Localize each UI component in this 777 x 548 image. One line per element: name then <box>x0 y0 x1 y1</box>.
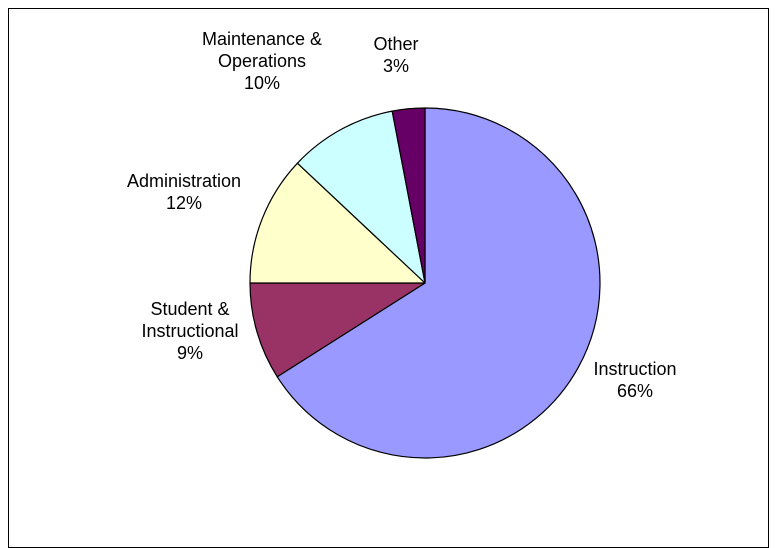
pie-label-value: 9% <box>177 343 203 363</box>
pie-label-instruction: Instruction 66% <box>593 359 676 401</box>
pie-label-student-instructional: Student & Instructional 9% <box>141 299 238 363</box>
pie-label-name: Operations <box>218 51 306 71</box>
pie-label-name: Other <box>373 34 418 54</box>
pie-label-maintenance-operations: Maintenance & Operations 10% <box>202 29 322 93</box>
pie-slice-instruction <box>276 107 601 459</box>
pie-slice-other <box>391 107 426 284</box>
pie-label-other: Other 3% <box>373 34 418 76</box>
pie-slice-administration <box>249 162 426 284</box>
pie-label-name: Administration <box>127 171 241 191</box>
pie-label-administration: Administration 12% <box>127 171 241 213</box>
pie-label-name: Student & <box>150 299 229 319</box>
pie-label-value: 3% <box>383 56 409 76</box>
pie-label-value: 12% <box>166 193 202 213</box>
pie-label-value: 66% <box>617 381 653 401</box>
pie-label-name: Maintenance & <box>202 29 322 49</box>
pie-slice-student-instructional <box>249 282 426 378</box>
pie-label-name: Instructional <box>141 321 238 341</box>
pie-slice-maintenance-operations <box>296 110 426 284</box>
pie-label-name: Instruction <box>593 359 676 379</box>
pie-label-value: 10% <box>244 73 280 93</box>
pie-slices <box>249 107 601 459</box>
pie-labels: Instruction 66% Student & Instructional 9% Ad… <box>127 29 677 401</box>
